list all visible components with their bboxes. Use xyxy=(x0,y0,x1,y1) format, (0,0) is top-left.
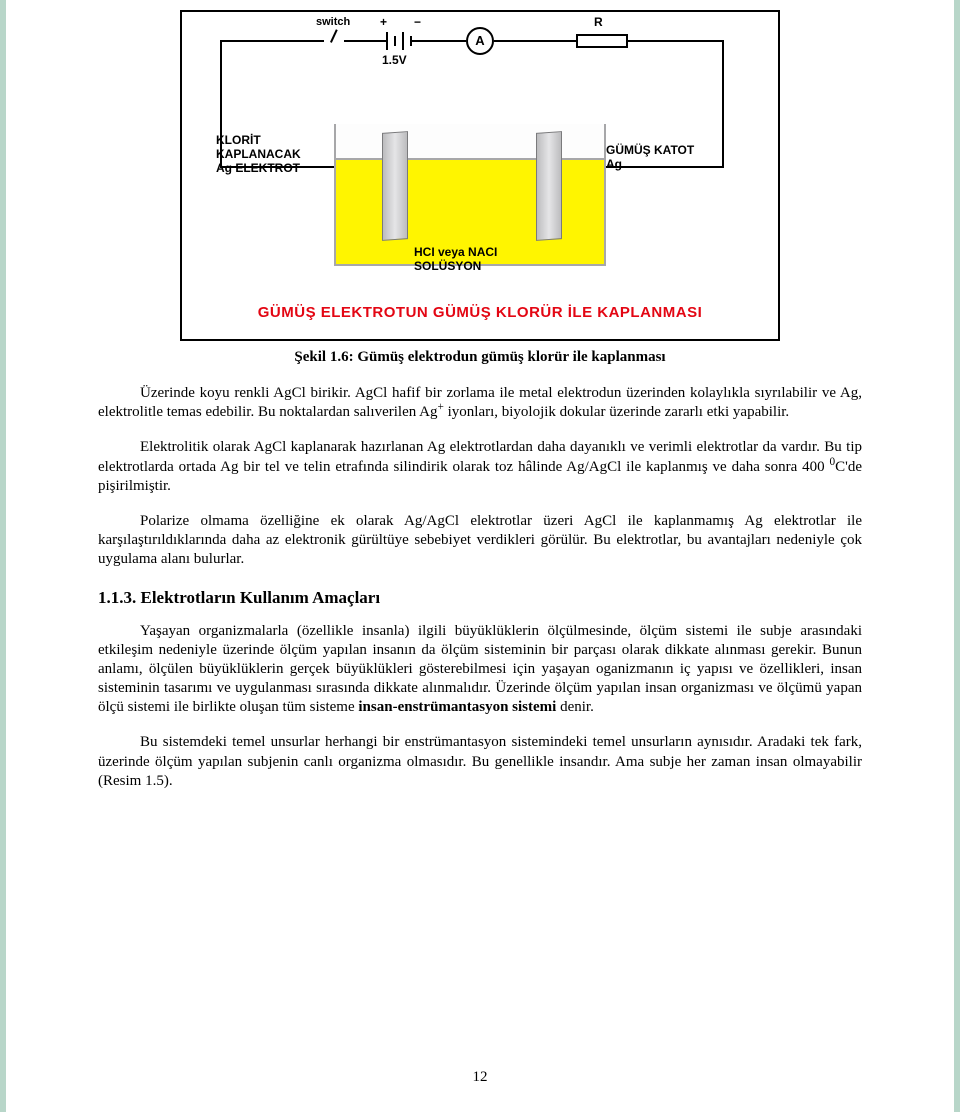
wire xyxy=(220,40,324,42)
plus-label: + xyxy=(380,16,387,30)
p4-text-b: denir. xyxy=(556,699,594,715)
section-heading: 1.1.3. Elektrotların Kullanım Amaçları xyxy=(98,588,862,608)
page-left-rule xyxy=(0,0,6,1112)
solution-label: HCI veya NACI SOLÜSYON xyxy=(414,246,497,274)
wire xyxy=(344,40,386,42)
resistor-label: R xyxy=(594,16,603,30)
ammeter-icon: A xyxy=(466,27,494,55)
p4-bold: insan-enstrümantasyon sistemi xyxy=(358,699,556,715)
left-electrode-label: KLORİT KAPLANACAK Ag ELEKTROT xyxy=(216,134,301,175)
switch-label: switch xyxy=(316,16,350,29)
battery-label: 1.5V xyxy=(382,54,407,68)
paragraph-1: Üzerinde koyu renkli AgCl birikir. AgCl … xyxy=(98,384,862,422)
right-electrode xyxy=(536,131,562,241)
figure-box: A switch + − R 1.5V KLORİT KAPLANACAK Ag… xyxy=(180,10,780,341)
paragraph-2: Elektrolitik olarak AgCl kaplanarak hazı… xyxy=(98,438,862,496)
paragraph-3: Polarize olmama özelliğine ek olarak Ag/… xyxy=(98,512,862,570)
wire xyxy=(722,40,724,168)
p2-text-a: Elektrolitik olarak AgCl kaplanarak hazı… xyxy=(98,439,862,474)
circuit-diagram: A switch + − R 1.5V KLORİT KAPLANACAK Ag… xyxy=(196,28,764,288)
wire xyxy=(412,40,466,42)
left-electrode xyxy=(382,131,408,241)
wire xyxy=(494,40,576,42)
battery-plate-long xyxy=(402,32,404,50)
right-electrode-label: GÜMÜŞ KATOT Ag xyxy=(606,144,694,172)
switch-arm xyxy=(330,29,338,43)
minus-label: − xyxy=(414,16,421,30)
battery-plate-long xyxy=(386,32,388,50)
figure-caption: Şekil 1.6: Gümüş elektrodun gümüş klorür… xyxy=(98,349,862,366)
paragraph-4: Yaşayan organizmalarla (özellikle insanl… xyxy=(98,622,862,718)
battery-plate-short xyxy=(394,36,396,46)
page-right-rule xyxy=(954,0,960,1112)
resistor-icon xyxy=(576,34,628,48)
page-content: A switch + − R 1.5V KLORİT KAPLANACAK Ag… xyxy=(8,0,952,791)
wire xyxy=(628,40,724,42)
figure-banner: GÜMÜŞ ELEKTROTUN GÜMÜŞ KLORÜR İLE KAPLAN… xyxy=(196,296,764,329)
paragraph-5: Bu sistemdeki temel unsurlar herhangi bi… xyxy=(98,733,862,791)
page-number: 12 xyxy=(0,1069,960,1086)
p1-text-b: iyonları, biyolojik dokular üzerinde zar… xyxy=(444,404,789,420)
